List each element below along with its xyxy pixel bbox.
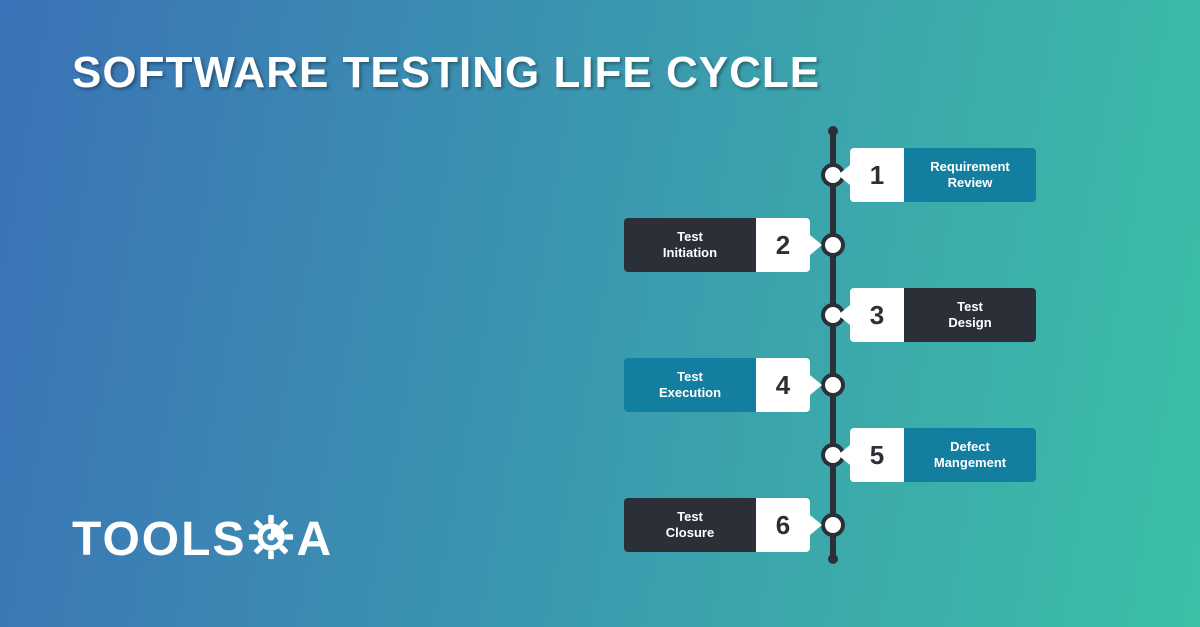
step-arrow xyxy=(810,375,822,395)
gear-icon xyxy=(248,514,294,565)
logo: TOOLS A xyxy=(72,512,333,567)
timeline-step: 2TestInitiation xyxy=(624,218,810,272)
timeline-step: 4TestExecution xyxy=(624,358,810,412)
step-number: 4 xyxy=(756,358,810,412)
step-number: 1 xyxy=(850,148,904,202)
step-number: 5 xyxy=(850,428,904,482)
step-label: TestInitiation xyxy=(624,218,756,272)
step-arrow xyxy=(838,305,850,325)
step-label: TestExecution xyxy=(624,358,756,412)
step-label: RequirementReview xyxy=(904,148,1036,202)
timeline-step: 1RequirementReview xyxy=(850,148,1036,202)
step-label: TestDesign xyxy=(904,288,1036,342)
step-label: DefectMangement xyxy=(904,428,1036,482)
timeline-spine xyxy=(830,130,836,560)
step-arrow xyxy=(838,445,850,465)
timeline: 1RequirementReview 2TestInitiation 3TestDe… xyxy=(570,130,1090,600)
timeline-step: 6TestClosure xyxy=(624,498,810,552)
step-number: 6 xyxy=(756,498,810,552)
step-arrow xyxy=(810,515,822,535)
timeline-end-bottom xyxy=(828,554,838,564)
timeline-node-inner xyxy=(825,377,841,393)
timeline-end-top xyxy=(828,126,838,136)
logo-text-right: A xyxy=(296,512,333,567)
step-number: 3 xyxy=(850,288,904,342)
timeline-node-inner xyxy=(825,517,841,533)
timeline-step: 5DefectMangement xyxy=(850,428,1036,482)
logo-text-left: TOOLS xyxy=(72,512,246,567)
page-title: SOFTWARE TESTING LIFE CYCLE xyxy=(72,48,820,98)
timeline-node-inner xyxy=(825,237,841,253)
step-arrow xyxy=(838,165,850,185)
step-label: TestClosure xyxy=(624,498,756,552)
step-number: 2 xyxy=(756,218,810,272)
step-arrow xyxy=(810,235,822,255)
timeline-step: 3TestDesign xyxy=(850,288,1036,342)
